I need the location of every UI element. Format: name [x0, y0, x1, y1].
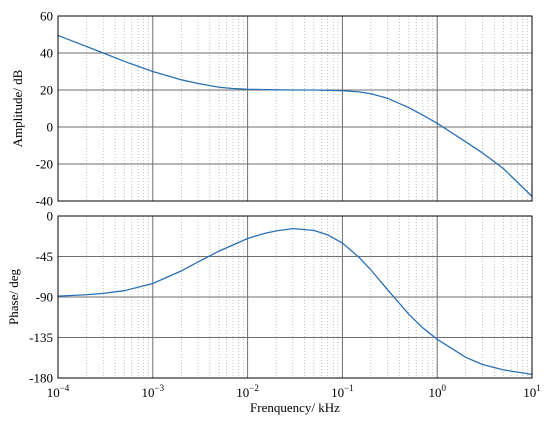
- y-tick-label: -20: [36, 157, 53, 172]
- x-tick-label: 10−3: [142, 383, 165, 400]
- y-tick-label: 60: [40, 9, 53, 24]
- x-tick-label: 100: [428, 383, 446, 400]
- y-tick-label: -180: [29, 371, 53, 386]
- x-tick-label: 10−4: [47, 383, 70, 400]
- y-tick-label: -135: [29, 330, 53, 345]
- plot-frame: [57, 215, 533, 379]
- y-tick-label: 0: [47, 120, 54, 135]
- plot-frame: [57, 15, 533, 202]
- phase-y-axis-title: Phase/ deg: [6, 269, 21, 325]
- series-line: [57, 227, 533, 376]
- y-tick-label: -45: [36, 249, 53, 264]
- y-tick-label: 0: [47, 209, 54, 224]
- series-line: [57, 34, 533, 197]
- x-tick-label: 101: [523, 383, 541, 400]
- frequency-x-axis-title: Frenquency/ kHz: [250, 400, 340, 415]
- y-tick-label: 40: [40, 46, 53, 61]
- amplitude-panel: 60 40 20 0 -20 -40: [36, 9, 533, 209]
- x-tick-label: 10−1: [331, 383, 354, 400]
- y-tick-label: 20: [40, 83, 53, 98]
- amplitude-y-axis-title: Amplitude/ dB: [10, 69, 25, 147]
- x-tick-label: 10−2: [236, 383, 259, 400]
- y-tick-label: -90: [36, 290, 53, 305]
- y-tick-label: -40: [36, 194, 53, 209]
